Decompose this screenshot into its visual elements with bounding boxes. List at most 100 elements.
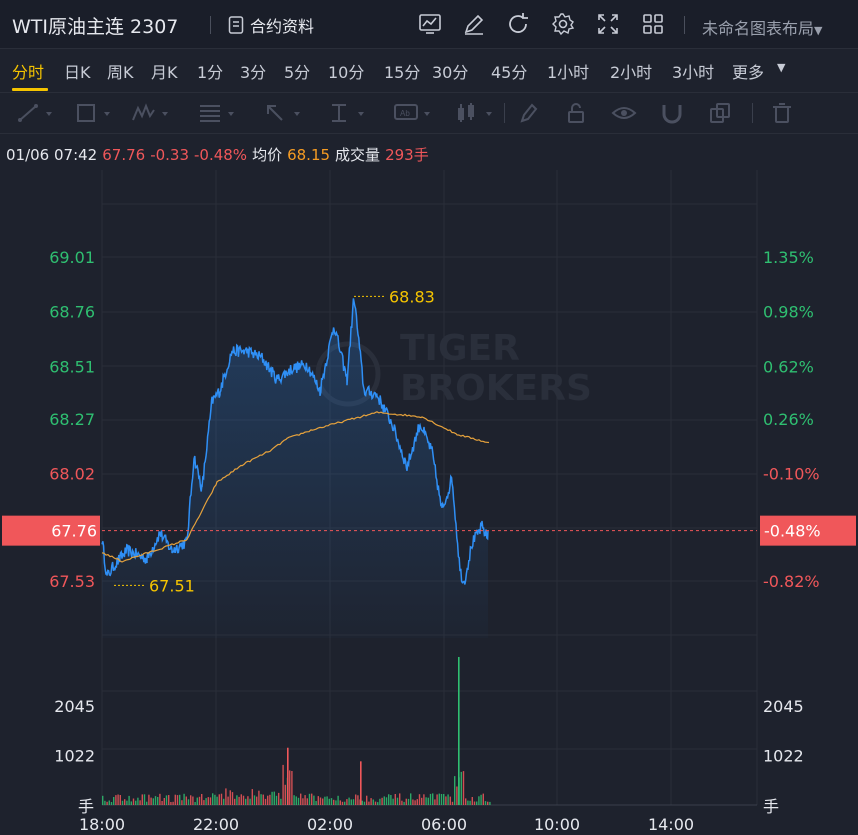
period-tab-10[interactable]: 45分	[491, 63, 528, 82]
volume-bar	[207, 797, 209, 805]
period-tab-9[interactable]: 30分	[432, 63, 469, 82]
volume-bar	[407, 798, 410, 805]
more-caret-icon[interactable]: ▼	[777, 61, 786, 74]
y-tick-right-4: -0.10%	[763, 465, 820, 484]
instrument-title[interactable]: WTI原油主连 2307	[12, 16, 179, 38]
magnet-icon[interactable]	[658, 101, 698, 125]
period-tab-12[interactable]: 2小时	[610, 63, 653, 82]
settings-icon[interactable]	[551, 12, 575, 36]
volume-bar	[443, 794, 445, 805]
volume-bar	[137, 797, 139, 805]
draw-icon[interactable]	[462, 12, 486, 36]
volume-bar	[154, 796, 157, 805]
volume-bar	[429, 793, 432, 805]
volume-bar	[108, 800, 110, 805]
volume-bar	[179, 794, 181, 805]
volume-bar	[113, 797, 115, 805]
volume-bar	[295, 796, 297, 805]
info-change: -0.33	[150, 146, 189, 164]
average-price-line[interactable]	[101, 411, 490, 563]
x-tick-4: 10:00	[534, 815, 580, 834]
chart-icon[interactable]	[418, 12, 442, 36]
volume-bar	[212, 793, 214, 805]
pattern-icon[interactable]	[130, 101, 170, 125]
volume-bar	[471, 797, 473, 805]
volume-bar	[456, 786, 458, 805]
volume-bar	[231, 792, 234, 805]
candle-icon[interactable]	[454, 101, 494, 125]
volume-bar	[174, 794, 176, 805]
x-tick-5: 14:00	[648, 815, 694, 834]
volume-bar	[360, 761, 362, 805]
volume-bar	[170, 802, 172, 805]
grid-layout-icon[interactable]	[641, 12, 665, 36]
text-icon[interactable]: Ab	[392, 101, 432, 125]
volume-bar	[326, 796, 328, 805]
layout-selector[interactable]: 未命名图表布局▼	[702, 15, 822, 39]
volume-bar	[251, 789, 253, 805]
volume-bar	[425, 797, 427, 805]
volume-bar	[297, 797, 300, 805]
caret-down-icon: ▼	[814, 24, 823, 37]
volume-bar	[339, 800, 341, 805]
volume-bar	[432, 793, 434, 805]
volume-bar	[300, 793, 302, 805]
info-change-pct: -0.48%	[194, 146, 248, 164]
fullscreen-icon[interactable]	[596, 12, 620, 36]
rectangle-icon[interactable]	[72, 101, 112, 125]
eye-icon[interactable]	[610, 101, 650, 125]
trash-icon[interactable]	[768, 101, 808, 125]
volume-bar	[227, 796, 229, 805]
volume-bar	[245, 798, 247, 805]
period-tab-14[interactable]: 更多	[732, 63, 765, 82]
volume-bar	[271, 791, 273, 805]
volume-bar	[460, 771, 462, 805]
period-tab-3[interactable]: 月K	[151, 63, 178, 82]
period-tab-2[interactable]: 周K	[107, 63, 134, 82]
volume-bar	[282, 764, 284, 805]
volume-tick-left-1: 1022	[54, 746, 95, 765]
period-tab-6[interactable]: 5分	[284, 63, 311, 82]
volume-bar	[205, 798, 207, 805]
volume-bar	[146, 801, 148, 805]
volume-bar	[267, 795, 269, 805]
period-tab-13[interactable]: 3小时	[672, 63, 715, 82]
volume-bar	[361, 800, 363, 805]
refresh-icon[interactable]	[506, 12, 530, 36]
period-tab-4[interactable]: 1分	[197, 63, 224, 82]
volume-bar	[234, 798, 236, 805]
volume-bar	[454, 776, 456, 805]
volume-bar	[357, 795, 359, 805]
period-tab-7[interactable]: 10分	[328, 63, 365, 82]
period-tab-0[interactable]: 分时	[12, 63, 45, 82]
volume-bar	[394, 794, 396, 805]
pen-icon[interactable]	[514, 101, 554, 125]
price-line[interactable]	[101, 298, 489, 585]
period-tab-5[interactable]: 3分	[240, 63, 267, 82]
volume-bar	[465, 798, 467, 805]
volume-bar	[110, 802, 113, 805]
info-volume-label: 成交量	[335, 146, 381, 164]
volume-bar	[242, 795, 245, 805]
measure-icon[interactable]	[326, 101, 366, 125]
contract-info-button[interactable]: 合约资料	[228, 13, 314, 37]
period-tab-1[interactable]: 日K	[64, 63, 91, 82]
volume-bar	[117, 794, 119, 805]
y-tick-left-5: 67.53	[49, 572, 95, 591]
y-tick-left-3: 68.27	[49, 410, 95, 429]
lock-icon[interactable]	[562, 101, 602, 125]
volume-bar	[225, 788, 227, 805]
arrow-icon[interactable]	[262, 101, 302, 125]
period-tab-8[interactable]: 15分	[384, 63, 421, 82]
toolbar-divider	[504, 103, 505, 123]
period-tab-11[interactable]: 1小时	[547, 63, 590, 82]
volume-bar	[484, 801, 487, 805]
copy-icon[interactable]	[706, 101, 746, 125]
volume-bar	[348, 797, 350, 805]
fib-icon[interactable]	[196, 101, 236, 125]
trend-line-icon[interactable]	[14, 101, 54, 125]
y-tick-left-4: 68.02	[49, 465, 95, 484]
volume-bar	[126, 800, 128, 805]
volume-bar	[392, 798, 394, 805]
